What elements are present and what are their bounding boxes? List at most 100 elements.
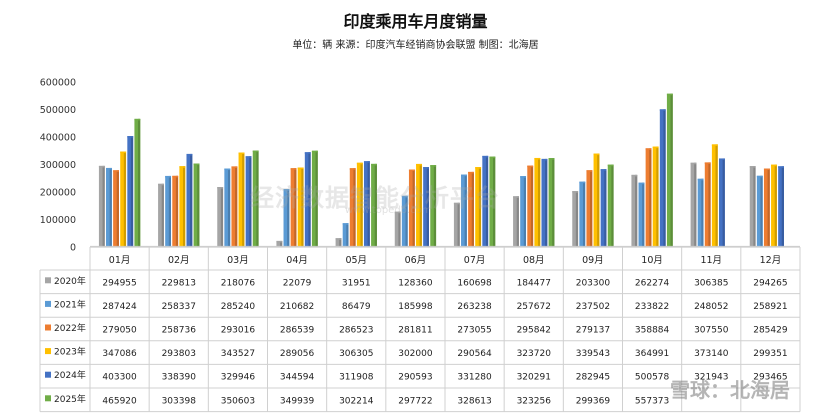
bar-top bbox=[335, 238, 342, 240]
data-label: 184477 bbox=[517, 278, 551, 288]
bar-top bbox=[245, 156, 252, 158]
bar-top bbox=[165, 175, 172, 178]
bar-top bbox=[718, 158, 725, 160]
bar-shade bbox=[182, 166, 186, 247]
data-label: 237502 bbox=[576, 302, 610, 312]
bar-2020年-09月 bbox=[572, 191, 579, 247]
legend-label-2023年: 2023年 bbox=[54, 346, 86, 358]
bar-2020年-12月 bbox=[749, 166, 756, 247]
bar-top bbox=[186, 153, 193, 156]
data-label: 297722 bbox=[398, 396, 432, 406]
bar-2022年-02月 bbox=[172, 175, 179, 247]
bar-shade bbox=[256, 150, 259, 247]
bar-2020年-11月 bbox=[690, 162, 697, 247]
bar-shade bbox=[398, 211, 401, 247]
bar-top bbox=[527, 165, 534, 168]
bar-shade bbox=[308, 152, 311, 247]
x-tick-label: 07月 bbox=[464, 255, 486, 266]
bar-2021年-07月 bbox=[461, 174, 467, 247]
legend-label-2024年: 2024年 bbox=[54, 369, 86, 381]
bar-2023年-06月 bbox=[416, 163, 422, 247]
bar-top bbox=[704, 162, 711, 164]
bar-top bbox=[778, 166, 784, 168]
bar-top bbox=[342, 223, 349, 225]
bar-2022年-08月 bbox=[527, 165, 534, 247]
y-tick-label: 100000 bbox=[40, 215, 76, 226]
bar-2023年-09月 bbox=[593, 153, 600, 247]
bar-top bbox=[513, 196, 519, 198]
data-label: 279050 bbox=[102, 326, 137, 336]
bar-top bbox=[771, 164, 777, 167]
bar-top bbox=[607, 164, 614, 167]
bar-2021年-06月 bbox=[401, 195, 408, 247]
bar-shade bbox=[374, 163, 377, 247]
bar-shade bbox=[360, 162, 363, 247]
data-label: 233822 bbox=[635, 302, 669, 312]
data-label: 557373 bbox=[635, 396, 669, 406]
bar-shade bbox=[694, 162, 697, 247]
chart-subtitle: 单位：辆 来源：印度汽车经销商协会联盟 制图：北海居 bbox=[292, 40, 539, 51]
bar-shade bbox=[353, 168, 356, 247]
bar-2022年-01月 bbox=[113, 170, 119, 247]
bar-shade bbox=[426, 167, 429, 247]
bar-shade bbox=[656, 146, 659, 247]
bar-2023年-05月 bbox=[356, 162, 363, 247]
bar-shade bbox=[642, 182, 645, 247]
bar-shade bbox=[346, 223, 349, 247]
bar-shade bbox=[227, 168, 231, 247]
bar-shade bbox=[708, 162, 711, 247]
y-tick-label: 300000 bbox=[40, 160, 76, 171]
bar-top bbox=[297, 167, 304, 170]
bar-2020年-07月 bbox=[453, 202, 460, 247]
x-tick-label: 08月 bbox=[523, 255, 545, 266]
bar-2023年-10月 bbox=[652, 146, 659, 247]
bar-top bbox=[645, 148, 652, 150]
bar-shade bbox=[367, 161, 370, 247]
bar-shade bbox=[663, 109, 666, 247]
bar-2021年-08月 bbox=[520, 176, 527, 247]
bar-shade bbox=[635, 174, 638, 247]
bar-shade bbox=[315, 150, 318, 247]
bar-shade bbox=[433, 165, 437, 247]
bar-shade bbox=[722, 158, 725, 247]
x-tick-label: 10月 bbox=[641, 255, 663, 266]
data-label: 331280 bbox=[457, 373, 492, 383]
bar-top bbox=[349, 168, 356, 170]
bar-2021年-12月 bbox=[756, 175, 763, 247]
legend-label-2021年: 2021年 bbox=[54, 298, 86, 310]
bar-2023年-02月 bbox=[179, 166, 186, 247]
bar-2024年-02月 bbox=[186, 153, 193, 247]
bar-shade bbox=[242, 152, 245, 247]
bar-top bbox=[638, 182, 645, 185]
bar-shade bbox=[197, 163, 200, 247]
data-label: 286539 bbox=[280, 326, 315, 336]
bar-shade bbox=[294, 168, 297, 247]
data-label: 295842 bbox=[517, 326, 551, 336]
bar-shade bbox=[412, 169, 415, 247]
bar-shade bbox=[249, 156, 252, 247]
data-label: 299351 bbox=[753, 349, 787, 359]
bar-2024年-09月 bbox=[600, 169, 607, 247]
data-label: 349939 bbox=[280, 396, 315, 406]
bar-2020年-03月 bbox=[217, 187, 224, 247]
bar-2023年-01月 bbox=[120, 151, 127, 247]
bar-2021年-09月 bbox=[579, 181, 586, 247]
legend-swatch-2022年 bbox=[45, 324, 51, 331]
bar-top bbox=[475, 167, 482, 169]
bar-shade bbox=[493, 156, 496, 247]
bar-2022年-09月 bbox=[586, 170, 593, 247]
bar-2020年-06月 bbox=[394, 211, 401, 247]
bar-shade bbox=[339, 238, 342, 247]
bar-2023年-12月 bbox=[771, 164, 777, 247]
bar-shade bbox=[597, 153, 600, 247]
bar-top bbox=[586, 170, 593, 172]
data-label: 307550 bbox=[694, 326, 729, 336]
bar-top bbox=[134, 118, 141, 121]
data-label: 323720 bbox=[517, 349, 552, 359]
bar-top bbox=[600, 169, 607, 171]
bar-top bbox=[283, 189, 290, 191]
y-tick-label: 0 bbox=[70, 243, 76, 254]
bar-top bbox=[711, 144, 718, 146]
bar-shade bbox=[649, 148, 652, 247]
bar-2023年-04月 bbox=[297, 167, 304, 247]
